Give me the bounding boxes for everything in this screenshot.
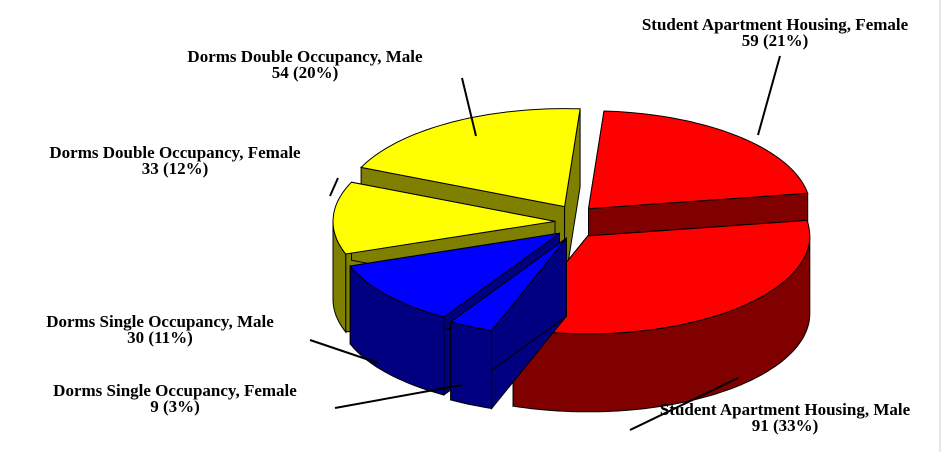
leader-line: [329, 177, 339, 197]
value-label: 54 (20%): [272, 63, 339, 82]
slice: [360, 108, 581, 208]
leader-line: [629, 377, 739, 431]
slice: [512, 219, 811, 335]
slice-label: Dorms Double Occupancy, Female: [49, 143, 301, 162]
value-label: 9 (3%): [150, 397, 200, 416]
value-label: 91 (33%): [752, 416, 819, 435]
slice: [449, 237, 567, 332]
leader-line: [461, 77, 477, 137]
slice: [332, 181, 556, 255]
value-label: 33 (12%): [142, 159, 209, 178]
slice: [587, 110, 809, 210]
slice-label: Student Apartment Housing, Female: [642, 15, 909, 34]
slice: [349, 232, 560, 318]
slice-label: Dorms Single Occupancy, Female: [53, 381, 297, 400]
leader-line: [757, 55, 781, 136]
slice-label: Dorms Single Occupancy, Male: [46, 312, 274, 331]
leader-line: [309, 339, 379, 364]
slice-wall: [450, 321, 493, 410]
slice-label: Dorms Double Occupancy, Male: [187, 47, 423, 66]
value-label: 59 (21%): [742, 31, 809, 50]
slice-label: Student Apartment Housing, Male: [660, 400, 911, 419]
leader-line: [334, 384, 463, 409]
value-label: 30 (11%): [127, 328, 193, 347]
